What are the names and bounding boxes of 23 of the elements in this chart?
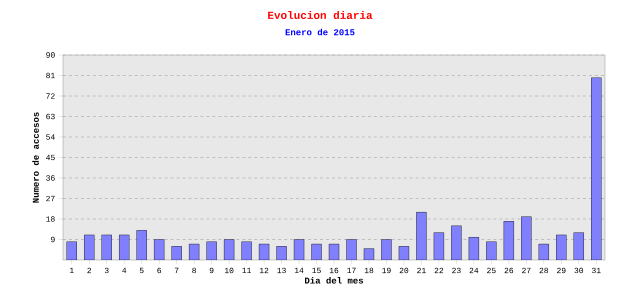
bar bbox=[84, 234, 94, 260]
bar bbox=[224, 239, 234, 260]
bar bbox=[486, 242, 497, 260]
bar bbox=[206, 242, 217, 260]
bar bbox=[504, 221, 514, 260]
bar bbox=[102, 234, 112, 260]
bar bbox=[451, 226, 462, 260]
bar bbox=[521, 216, 532, 260]
bar bbox=[119, 234, 130, 260]
bar bbox=[241, 242, 252, 260]
bar bbox=[154, 239, 164, 260]
y-axis-title: Numero de accesos bbox=[32, 112, 39, 203]
bar bbox=[136, 230, 147, 260]
bar bbox=[591, 78, 602, 260]
x-axis-title: Dia del mes bbox=[305, 277, 364, 284]
bar bbox=[66, 242, 77, 260]
bar bbox=[468, 237, 480, 260]
bar bbox=[434, 232, 444, 260]
bar bbox=[574, 232, 584, 260]
bar bbox=[172, 246, 182, 260]
chart-title: Evolucion diaria bbox=[268, 10, 372, 20]
chart-subtitle: Enero de 2015 bbox=[286, 28, 355, 36]
bar bbox=[556, 234, 566, 260]
